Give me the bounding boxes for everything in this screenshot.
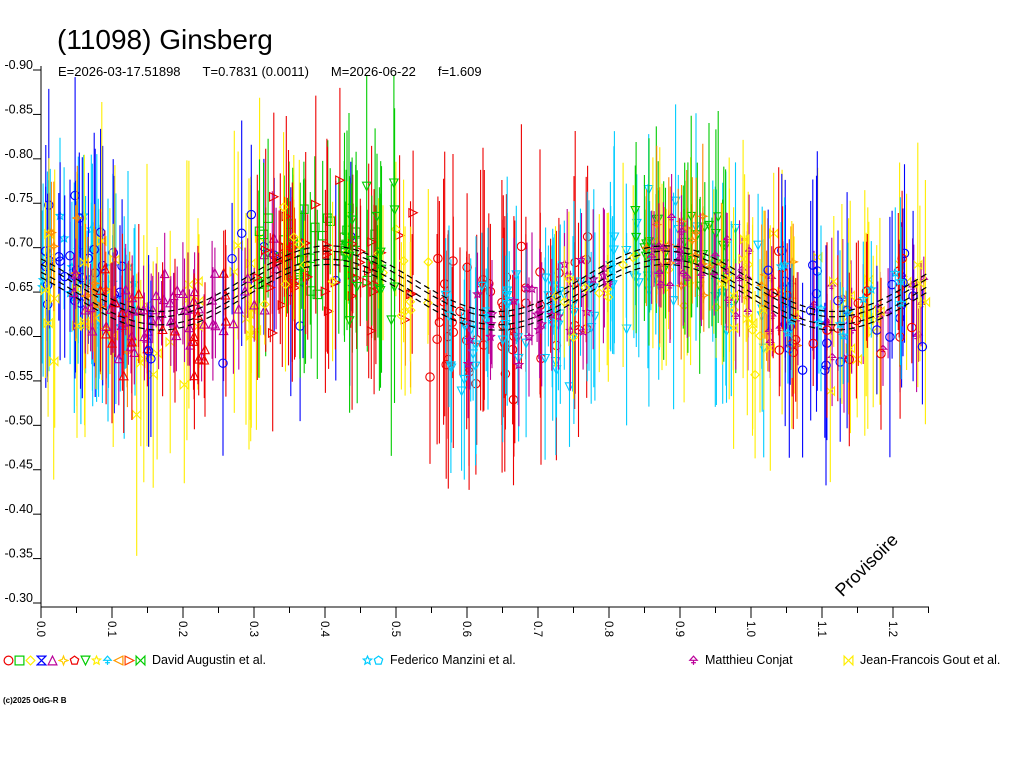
- legend-symbols-gout: [843, 654, 854, 667]
- tree-icon: [688, 654, 699, 665]
- period-value: T=0.7831 (0.0011): [202, 64, 309, 79]
- circle-icon: [3, 654, 14, 666]
- legend-entry-gout: Jean-Francois Gout et al.: [843, 652, 1000, 668]
- axes: [33, 66, 929, 618]
- ephemeris-line: E=2026-03-17.51898 T=0.7831 (0.0011) M=202…: [58, 64, 504, 79]
- pentagon-icon: [69, 654, 80, 665]
- triangle-down-icon: [80, 654, 91, 666]
- svg-text:-0.35: -0.35: [5, 547, 34, 561]
- triangle-left-icon: [113, 654, 124, 666]
- bowtie-v-icon: [36, 654, 47, 665]
- legend-label: Jean-Francois Gout et al.: [860, 653, 1001, 667]
- model-curve: [40, 245, 929, 331]
- copyright-note: (c)2025 OdG-R B: [3, 696, 67, 705]
- x-axis-labels: 0.0 0.1 0.2 0.3 0.4 0.5 0.6 0.7 0.8 0.9 1.0 1.1 1.2: [34, 621, 898, 638]
- svg-text:0.2: 0.2: [176, 621, 188, 637]
- svg-text:0.5: 0.5: [389, 621, 401, 637]
- svg-text:-0.45: -0.45: [5, 458, 34, 472]
- svg-text:-0.85: -0.85: [5, 102, 34, 116]
- diamond-icon: [25, 654, 36, 666]
- svg-text:-0.50: -0.50: [5, 413, 34, 427]
- f-value: f=1.609: [437, 64, 482, 79]
- data-points: [37, 75, 931, 556]
- triangle-up-icon: [47, 654, 58, 665]
- svg-text:-0.30: -0.30: [5, 591, 34, 605]
- bowtie-h-icon: [843, 654, 854, 666]
- svg-text:-0.60: -0.60: [5, 324, 34, 338]
- svg-text:1.0: 1.0: [744, 621, 756, 637]
- svg-text:1.1: 1.1: [815, 621, 827, 637]
- svg-text:-0.40: -0.40: [5, 502, 34, 516]
- svg-text:-0.75: -0.75: [5, 191, 34, 205]
- pentagon-icon: [373, 654, 384, 665]
- y-axis-labels: -0.90 -0.85 -0.80 -0.75 -0.70 -0.65 -0.60 -0.55…: [5, 58, 34, 605]
- legend-entry-manzini: Federico Manzini et al.: [362, 652, 516, 668]
- legend-label: Federico Manzini et al.: [390, 653, 516, 667]
- svg-text:-0.65: -0.65: [5, 280, 34, 294]
- page-title: (11098) Ginsberg: [57, 24, 273, 55]
- legend-entry-conjat: Matthieu Conjat: [688, 652, 793, 668]
- svg-text:0.4: 0.4: [318, 621, 330, 638]
- svg-text:-0.70: -0.70: [5, 236, 34, 250]
- svg-text:1.2: 1.2: [886, 621, 898, 637]
- legend-symbols-conjat: [688, 654, 699, 667]
- svg-text:0.0: 0.0: [34, 621, 46, 637]
- star-icon: [91, 654, 102, 665]
- legend-symbols-manzini: [362, 654, 384, 667]
- legend-label: David Augustin et al.: [152, 653, 266, 667]
- svg-text:0.7: 0.7: [531, 621, 543, 637]
- star-icon: [362, 654, 373, 665]
- svg-text:-0.90: -0.90: [5, 58, 34, 72]
- svg-text:0.8: 0.8: [602, 621, 614, 637]
- epoch-value: E=2026-03-17.51898: [58, 64, 181, 79]
- tree-icon: [102, 654, 113, 665]
- svg-text:0.1: 0.1: [105, 621, 117, 637]
- triangle-right-icon: [124, 654, 135, 666]
- legend-symbols-augustin: [3, 653, 146, 667]
- bowtie-h-icon: [135, 654, 146, 666]
- svg-text:-0.80: -0.80: [5, 147, 34, 161]
- svg-text:0.9: 0.9: [673, 621, 685, 637]
- svg-text:0.3: 0.3: [247, 621, 259, 637]
- legend-label: Matthieu Conjat: [705, 653, 793, 667]
- svg-text:-0.55: -0.55: [5, 369, 34, 383]
- square-icon: [14, 654, 25, 666]
- svg-text:0.6: 0.6: [460, 621, 472, 637]
- mean-date-value: M=2026-06-22: [330, 64, 416, 79]
- star4-icon: [58, 653, 69, 667]
- legend-entry-augustin: David Augustin et al.: [3, 652, 266, 668]
